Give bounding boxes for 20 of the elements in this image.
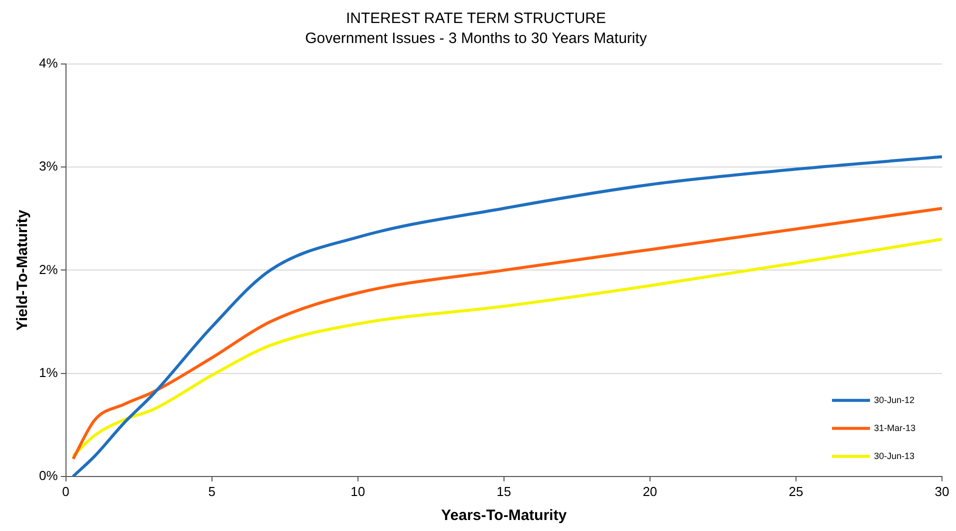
x-tick-label: 10 [350,484,366,499]
y-tick-label: 4% [38,56,58,71]
chart-subtitle: Government Issues - 3 Months to 30 Years Maturity [305,30,648,48]
legend-label: 30-Jun-12 [874,394,915,405]
legend-label: 30-Jun-13 [874,450,915,461]
x-axis-title: Years-To-Maturity [441,507,568,524]
x-tick-label: 0 [62,484,70,499]
y-tick-label: 2% [38,262,58,277]
x-tick-label: 15 [496,484,512,499]
x-tick-label: 30 [934,484,950,499]
x-tick-label: 20 [642,484,658,499]
y-tick-label: 1% [38,364,58,380]
y-tick-label: 0% [38,468,58,483]
y-axis-title: Yield-To-Maturity [14,209,32,331]
x-tick-label: 5 [208,484,216,499]
legend-label: 31-Mar-13 [874,422,916,433]
line-series [72,155,942,476]
chart-title: INTEREST RATE TERM STRUCTURE [346,10,606,28]
y-tick-label: 3% [38,158,58,174]
x-tick-label: 25 [788,484,804,499]
